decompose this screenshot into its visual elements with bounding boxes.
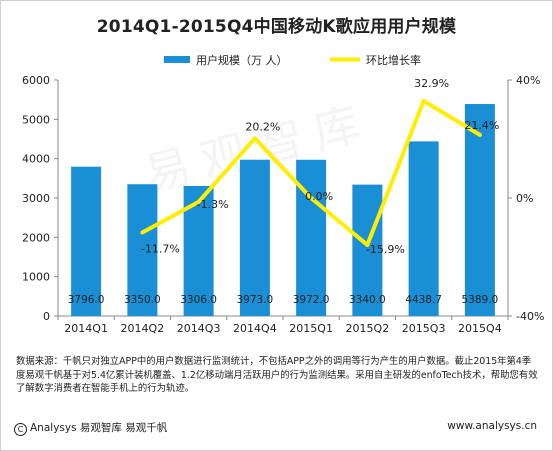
x-tick-label: 2015Q1: [289, 322, 333, 335]
bar: [464, 104, 495, 316]
legend-bar-label: 用户规模（万 人）: [196, 53, 288, 67]
legend-bar-swatch: [164, 56, 190, 63]
y-left-tick-label: 2000: [22, 231, 50, 244]
legend-line-label: 环比增长率: [366, 53, 421, 67]
growth-rate-point: [477, 132, 482, 137]
y-right-tick-label: -40%: [516, 310, 544, 323]
x-tick-label: 2015Q2: [346, 322, 390, 335]
y-left-tick-label: 5000: [22, 113, 50, 126]
x-tick-label: 2014Q1: [64, 322, 108, 335]
growth-rate-label: 20.2%: [245, 120, 280, 133]
y-left-tick-label: 6000: [22, 74, 50, 87]
footer-left-text: Analysys 易观智库 易观千帆: [30, 422, 168, 434]
bar: [71, 166, 102, 316]
bar: [408, 141, 439, 316]
footer-brand: C Analysys 易观智库 易观千帆: [14, 420, 167, 436]
x-tick-label: 2015Q4: [458, 322, 502, 335]
growth-rate-label: -11.7%: [141, 243, 180, 256]
y-left-tick-label: 0: [43, 310, 50, 323]
data-source-note: 数据来源：千帆只对独立APP中的用户数据进行监测统计，不包括APP之外的调用等行…: [16, 356, 538, 394]
y-right-tick-label: 0%: [516, 192, 533, 205]
bar-value-label: 5389.0: [462, 294, 499, 306]
bar: [352, 184, 383, 316]
copyright-icon: C: [14, 423, 27, 436]
bar-value-label: 3306.0: [180, 294, 217, 306]
growth-rate-point: [252, 136, 257, 141]
growth-rate-point: [196, 199, 201, 204]
x-tick-label: 2015Q3: [402, 322, 446, 335]
y-right-tick-label: 40%: [516, 74, 540, 87]
x-tick-label: 2014Q2: [121, 322, 165, 335]
bar-value-label: 4438.7: [405, 294, 442, 306]
growth-rate-point: [421, 98, 426, 103]
bar: [127, 184, 158, 316]
y-left-tick-label: 4000: [22, 153, 50, 166]
bar: [239, 159, 270, 316]
growth-rate-point: [365, 242, 370, 247]
bar-value-label: 3796.0: [68, 294, 105, 306]
growth-rate-label: 32.9%: [414, 77, 449, 90]
y-left-tick-label: 3000: [22, 192, 50, 205]
bar-value-label: 3350.0: [124, 294, 161, 306]
growth-rate-label: -15.9%: [366, 243, 405, 256]
bar-value-label: 3973.0: [237, 294, 274, 306]
growth-rate-point: [140, 230, 145, 235]
bar: [296, 159, 327, 316]
x-tick-label: 2014Q3: [177, 322, 221, 335]
y-left-tick-label: 1000: [22, 271, 50, 284]
bar-value-label: 3340.0: [349, 294, 386, 306]
growth-rate-label: 0.0%: [305, 190, 333, 203]
footer-url: www.analysys.cn: [447, 420, 537, 432]
bar-value-label: 3972.0: [293, 294, 330, 306]
chart-title: 2014Q1-2015Q4中国移动K歌应用用户规模: [96, 17, 457, 37]
growth-rate-point: [309, 196, 314, 200]
x-tick-label: 2014Q4: [233, 322, 277, 335]
growth-rate-label: -1.3%: [197, 198, 229, 211]
growth-rate-label: 21.4%: [464, 119, 499, 132]
